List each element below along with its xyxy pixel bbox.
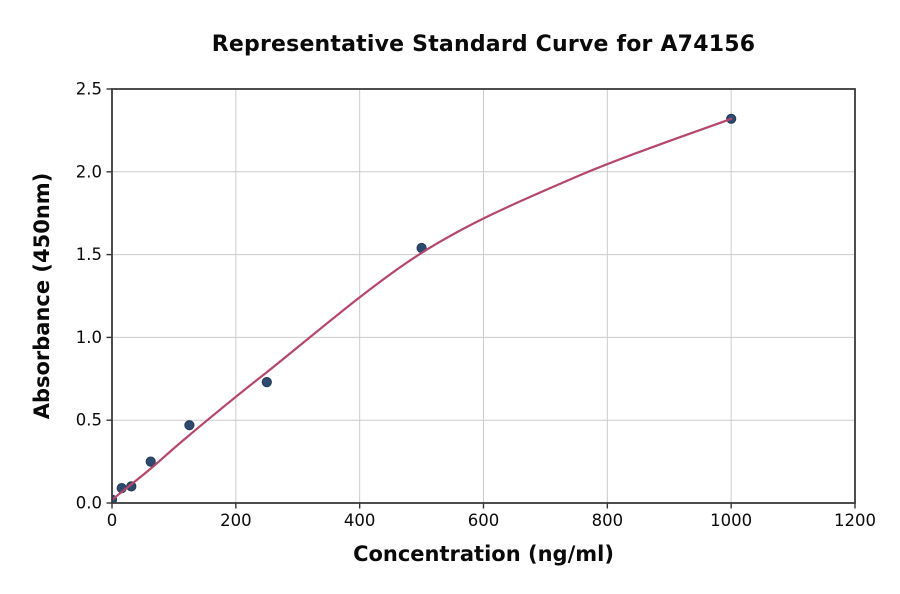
y-tick-label: 2.0: [76, 162, 102, 181]
x-tick-label: 0: [107, 511, 118, 530]
chart-title: Representative Standard Curve for A74156: [211, 32, 756, 57]
x-tick-label: 1200: [834, 511, 876, 530]
plot-border: [111, 88, 856, 504]
x-tick-label: 200: [220, 511, 252, 530]
x-axis-label: Concentration (ng/ml): [353, 542, 614, 566]
data-point-marker: [126, 481, 137, 492]
x-tick-label: 400: [344, 511, 376, 530]
y-tick-label: 1.0: [76, 328, 102, 347]
x-tick-label: 1000: [710, 511, 752, 530]
x-tick-label: 600: [468, 511, 500, 530]
fit-curve-line: [112, 117, 733, 501]
y-tick-label: 0.0: [76, 494, 102, 513]
x-tick-label: 800: [592, 511, 624, 530]
data-point-marker: [145, 456, 156, 467]
y-tick-label: 0.5: [76, 411, 102, 430]
data-point-marker: [184, 420, 195, 431]
y-tick-label: 2.5: [76, 80, 102, 99]
y-tick-label: 1.5: [76, 245, 102, 264]
data-point-marker: [261, 377, 272, 388]
